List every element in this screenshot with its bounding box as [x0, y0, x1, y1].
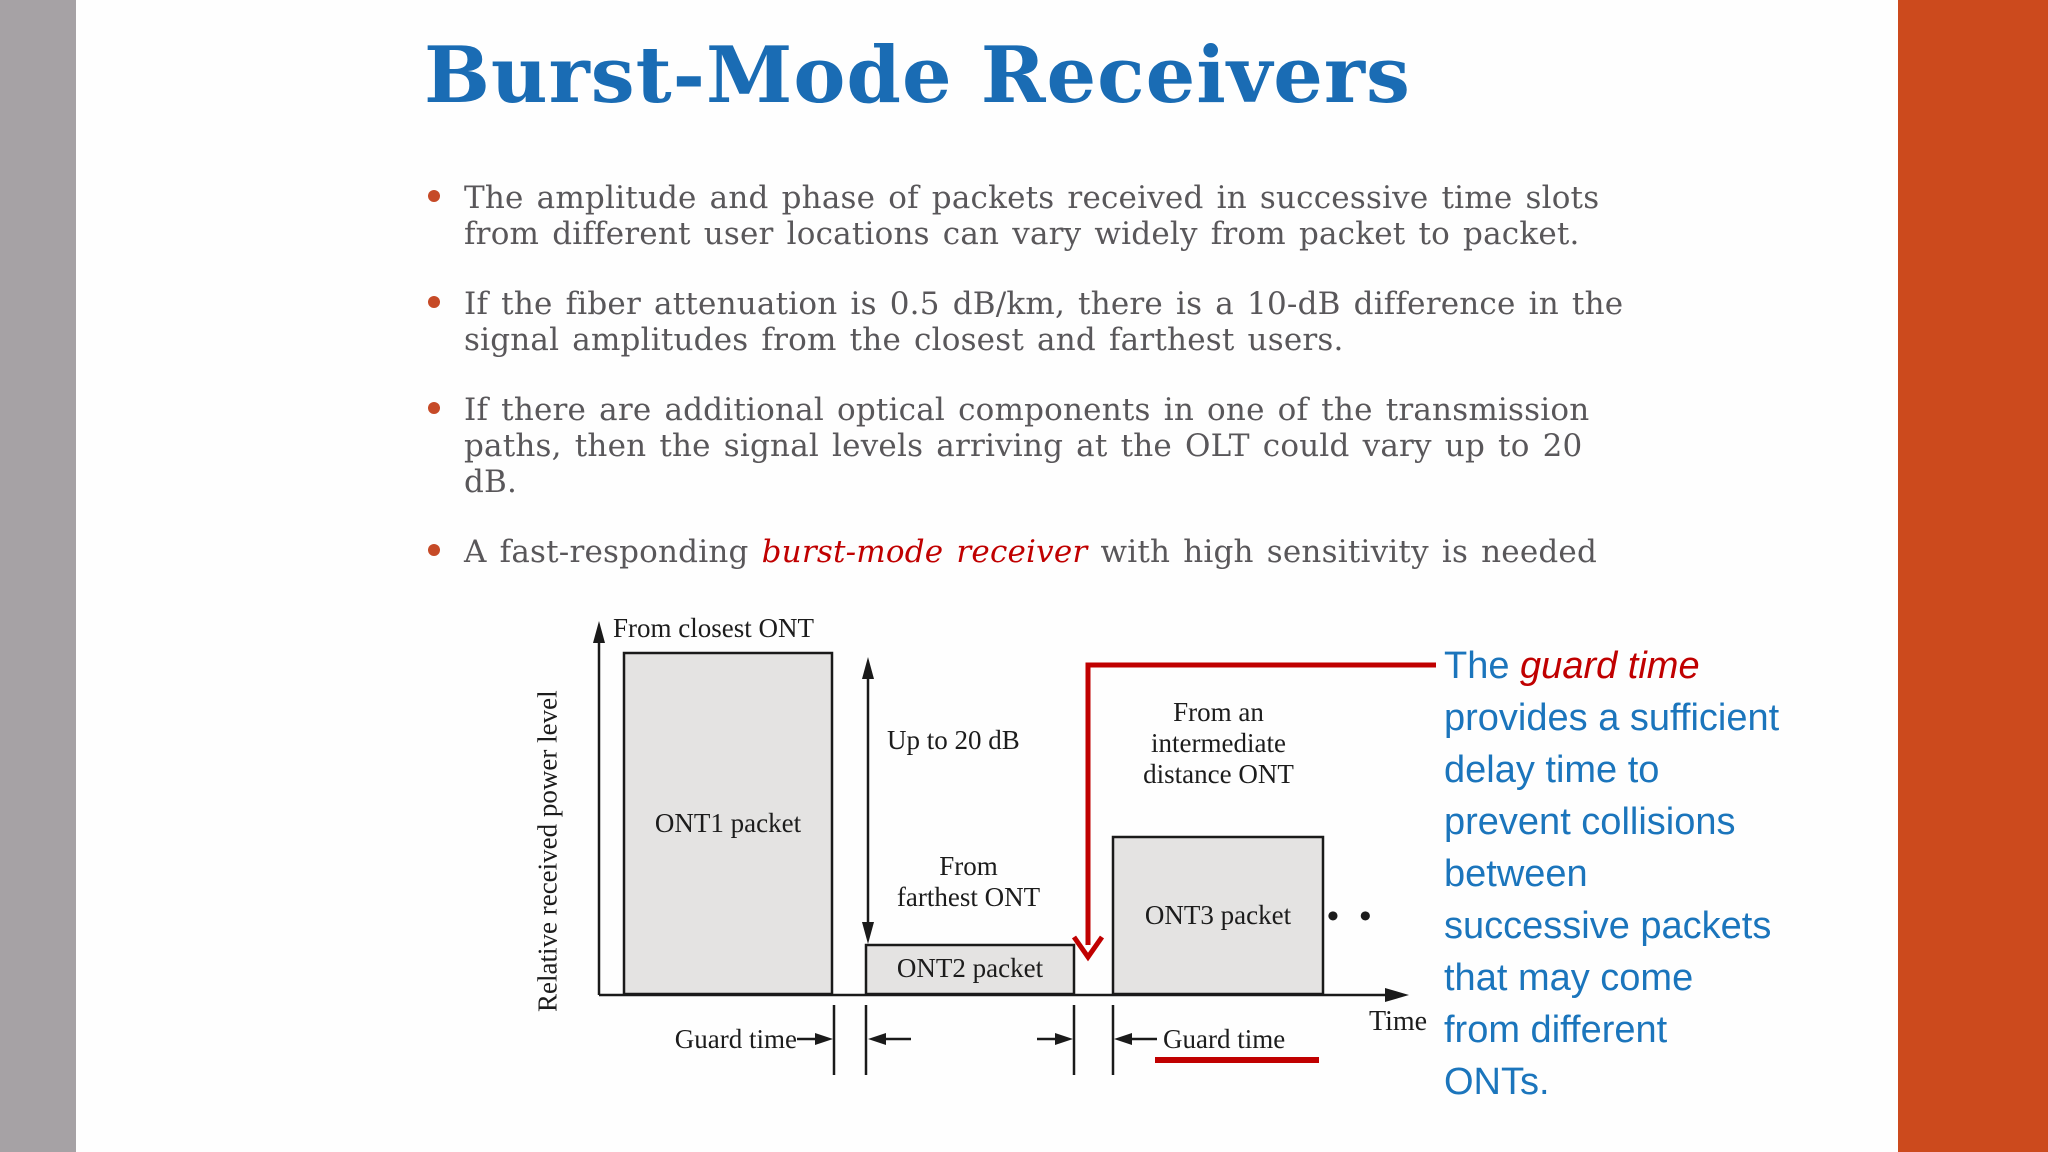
guard-arrow-2-head-icon — [868, 1033, 886, 1045]
ont3-packet-box — [1111, 835, 1325, 996]
guard-arrow-4-head-icon — [1114, 1033, 1132, 1045]
note-line: between — [1444, 853, 1588, 895]
right-orange-strip — [1898, 0, 2048, 1152]
bullet-list: The amplitude and phase of packets recei… — [428, 180, 1864, 604]
bullet-marker — [428, 544, 440, 556]
y-axis-arrowhead-icon — [593, 621, 605, 643]
ont2-packet-label: ONT2 packet — [896, 953, 1044, 983]
bullet-text-pre: A fast-responding — [464, 534, 762, 570]
ont2-packet-box — [864, 943, 1076, 996]
from-closest-ont-label: From closest ONT — [613, 613, 814, 643]
bullet-text: dB. — [464, 464, 518, 500]
bullet-item-3: If there are additional optical componen… — [428, 392, 1864, 500]
bullet-text: The amplitude and phase of packets recei… — [464, 180, 1600, 216]
guard-time-right-label: Guard time — [1163, 1024, 1286, 1054]
intermediate-ont-label: From an intermediate distance ONT — [1143, 697, 1294, 789]
bullet-marker — [428, 190, 440, 202]
bullet-item-2: If the fiber attenuation is 0.5 dB/km, t… — [428, 286, 1864, 358]
from-farthest-ont-label: From farthest ONT — [896, 851, 1041, 912]
guard-time-red-underline — [1155, 1057, 1319, 1063]
page-title: Burst-Mode Receivers — [424, 30, 1411, 121]
burst-mode-receiver-emphasis: burst-mode receiver — [761, 534, 1088, 570]
note-line: that may come — [1444, 957, 1694, 999]
guard-time-callout-arrow — [1085, 662, 1436, 945]
guard-arrow-1-head-icon — [815, 1033, 833, 1045]
y-axis-label: Relative received power level — [532, 690, 563, 1012]
note-line: successive packets — [1444, 905, 1772, 947]
ellipsis-dots: • • — [1327, 898, 1378, 935]
bullet-marker — [428, 296, 440, 308]
guard-time-callout-arrowhead-icon — [1071, 935, 1105, 962]
diagram-lines — [593, 621, 1436, 1075]
ont3-packet-label: ONT3 packet — [1144, 900, 1292, 930]
guard-time-emphasis: guard time — [1520, 645, 1700, 687]
burst-mode-diagram: Relative received power level From close… — [531, 605, 1491, 1145]
bullet-item-4: A fast-responding burst-mode receiver wi… — [428, 534, 1864, 570]
bullet-text: If there are additional optical componen… — [464, 392, 1590, 428]
note-line: prevent collisions — [1444, 801, 1736, 843]
bullet-text-post: with high sensitivity is needed — [1087, 534, 1598, 570]
slide-canvas: Burst-Mode Receivers The amplitude and p… — [76, 0, 1898, 1152]
up-to-20db-label: Up to 20 dB — [887, 725, 1020, 755]
note-line: The guard time — [1444, 645, 1700, 687]
bullet-text: paths, then the signal levels arriving a… — [464, 428, 1583, 464]
x-axis-label: Time — [1369, 1006, 1428, 1037]
bullet-text: from different user locations can vary w… — [464, 216, 1580, 252]
ont1-packet-label: ONT1 packet — [654, 808, 802, 838]
guard-time-note: The guard time provides a sufficient del… — [1444, 640, 1874, 1108]
note-line: provides a sufficient — [1444, 697, 1780, 739]
guard-arrow-3-head-icon — [1055, 1033, 1073, 1045]
range-arrow-down-head-icon — [862, 922, 874, 944]
ont1-packet-box — [622, 651, 834, 996]
note-line: ONTs. — [1444, 1061, 1550, 1103]
x-axis-arrowhead-icon — [1385, 988, 1409, 1002]
guard-time-left-label: Guard time — [674, 1024, 797, 1054]
note-line: delay time to — [1444, 749, 1660, 791]
bullet-marker — [428, 402, 440, 414]
note-line: from different — [1444, 1009, 1668, 1051]
bullet-text: signal amplitudes from the closest and f… — [464, 322, 1344, 358]
bullet-text: If the fiber attenuation is 0.5 dB/km, t… — [464, 286, 1624, 322]
left-gray-strip — [0, 0, 76, 1152]
bullet-text: A fast-responding burst-mode receiver wi… — [464, 534, 1864, 570]
bullet-item-1: The amplitude and phase of packets recei… — [428, 180, 1864, 252]
range-arrow-up-head-icon — [862, 657, 874, 679]
